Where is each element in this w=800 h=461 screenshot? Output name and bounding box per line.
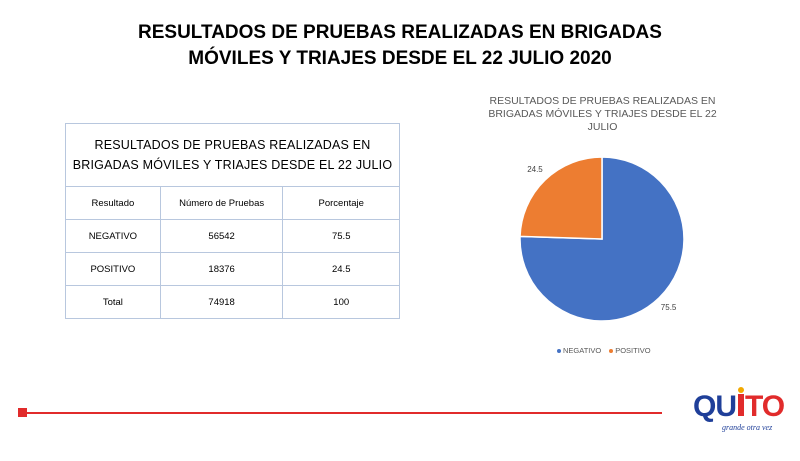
svg-text:grande otra vez: grande otra vez (722, 423, 773, 432)
svg-text:QU: QU (693, 390, 736, 423)
legend-label: NEGATIVO (563, 346, 602, 355)
table-caption-line-1: RESULTADOS DE PRUEBAS REALIZADAS EN (94, 138, 371, 152)
table-cell: 75.5 (282, 219, 400, 253)
table-cell: 24.5 (282, 252, 400, 286)
table-caption-row: RESULTADOS DE PRUEBAS REALIZADAS EN BRIG… (65, 123, 400, 187)
slide-title-line-1: RESULTADOS DE PRUEBAS REALIZADAS EN BRIG… (138, 22, 662, 43)
chart-legend: NEGATIVO POSITIVO (557, 346, 651, 355)
footer-rule-marker (18, 408, 27, 417)
table-cell: POSITIVO (65, 252, 161, 286)
table-cell: 56542 (159, 219, 284, 253)
legend-item-negativo: NEGATIVO (557, 346, 601, 355)
legend-swatch (557, 348, 561, 353)
table-caption-line-2: BRIGADAS MÓVILES Y TRIAJES DESDE EL 22 J… (72, 158, 393, 172)
slide-title: RESULTADOS DE PRUEBAS REALIZADAS EN BRIG… (60, 20, 740, 72)
table-cell: NEGATIVO (65, 219, 161, 253)
table-cell: 74918 (159, 285, 284, 319)
table-cell: Total (65, 285, 161, 319)
pie-data-label: 75.5 (660, 302, 677, 312)
table-header-cell: Porcentaje (282, 186, 400, 220)
table-row: Total 74918 100 (65, 285, 400, 319)
table-caption: RESULTADOS DE PRUEBAS REALIZADAS EN BRIG… (65, 123, 400, 187)
table-cell: 100 (282, 285, 400, 319)
footer-rule-line (27, 412, 662, 414)
pie-data-label: 24.5 (527, 165, 543, 175)
chart-title-line-3: JULIO (587, 121, 618, 133)
pie-slice-positivo (519, 156, 603, 240)
chart-title-line-1: RESULTADOS DE PRUEBAS REALIZADAS EN (489, 95, 716, 107)
table-header-cell: Número de Pruebas (159, 186, 284, 220)
table-header-cell: Resultado (65, 186, 161, 220)
legend-label: POSITIVO (615, 346, 651, 355)
results-table: RESULTADOS DE PRUEBAS REALIZADAS EN BRIG… (65, 123, 400, 319)
chart-title: RESULTADOS DE PRUEBAS REALIZADAS EN BRIG… (470, 95, 735, 134)
table-row: POSITIVO 18376 24.5 (65, 252, 400, 286)
svg-text:TO: TO (745, 390, 785, 423)
legend-swatch (609, 348, 614, 353)
table-row: NEGATIVO 56542 75.5 (65, 219, 400, 253)
pie-chart (519, 156, 685, 322)
legend-item-positivo: POSITIVO (609, 346, 651, 355)
chart-title-line-2: BRIGADAS MÓVILES Y TRIAJES DESDE EL 22 (488, 108, 717, 120)
table-header-row: Resultado Número de Pruebas Porcentaje (65, 186, 400, 220)
table-cell: 18376 (159, 252, 284, 286)
slide-title-line-2: MÓVILES Y TRIAJES DESDE EL 22 JULIO 2020 (188, 48, 612, 69)
quito-logo: QU TO grande otra vez (693, 387, 786, 432)
